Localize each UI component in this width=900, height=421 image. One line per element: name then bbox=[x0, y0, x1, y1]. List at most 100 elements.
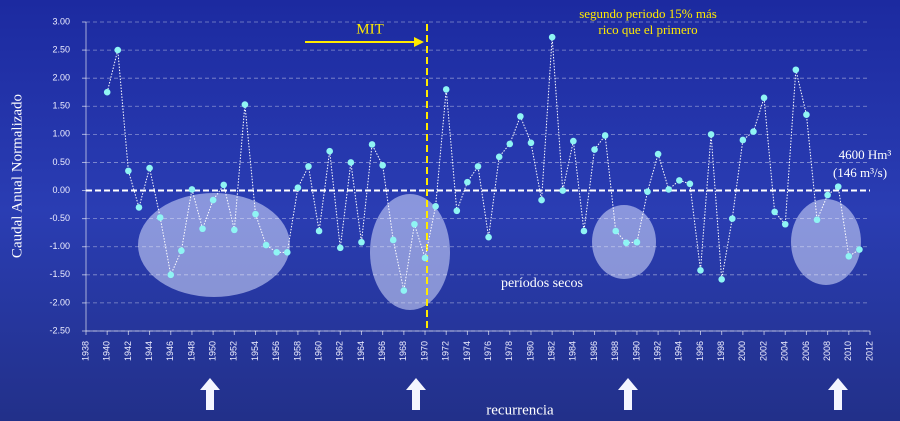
x-tick-label: 1996 bbox=[695, 341, 705, 361]
point bbox=[559, 187, 566, 194]
point bbox=[676, 177, 683, 184]
point bbox=[337, 245, 344, 252]
x-tick-label: 1976 bbox=[483, 341, 493, 361]
point bbox=[581, 228, 588, 235]
y-tick-label: 0.50 bbox=[52, 157, 70, 167]
point bbox=[284, 249, 291, 256]
y-tick-label: 3.00 bbox=[52, 16, 70, 26]
x-tick-label: 1960 bbox=[313, 341, 323, 361]
point bbox=[538, 197, 545, 204]
point bbox=[443, 86, 450, 93]
ellipse bbox=[791, 199, 861, 285]
x-axis-label: recurrencia bbox=[486, 402, 554, 418]
point bbox=[496, 154, 503, 161]
x-tick-label: 1998 bbox=[716, 341, 726, 361]
point bbox=[220, 182, 227, 189]
point bbox=[326, 148, 333, 155]
point bbox=[623, 239, 630, 246]
x-tick-label: 1944 bbox=[144, 341, 154, 361]
point bbox=[665, 186, 672, 193]
y-tick-label: -2.50 bbox=[49, 325, 70, 335]
x-tick-label: 1964 bbox=[356, 341, 366, 361]
x-tick-label: 1980 bbox=[525, 341, 535, 361]
point bbox=[210, 197, 217, 204]
point bbox=[846, 253, 853, 260]
point bbox=[634, 239, 641, 246]
ellipse bbox=[370, 194, 450, 310]
point bbox=[125, 168, 132, 175]
y-tick-label: -0.50 bbox=[49, 213, 70, 223]
point bbox=[157, 214, 164, 221]
point bbox=[146, 165, 153, 172]
point bbox=[718, 276, 725, 283]
y-tick-label: -1.00 bbox=[49, 241, 70, 251]
x-tick-label: 2010 bbox=[843, 341, 853, 361]
annotation: segundo periodo 15% más bbox=[579, 6, 717, 21]
point bbox=[814, 216, 821, 223]
x-tick-label: 2002 bbox=[758, 341, 768, 361]
point bbox=[856, 246, 863, 253]
point bbox=[305, 163, 312, 170]
point bbox=[231, 227, 238, 234]
point bbox=[422, 255, 429, 262]
point bbox=[687, 181, 694, 188]
y-tick-label: -2.00 bbox=[49, 297, 70, 307]
y-tick-label: 0.00 bbox=[52, 185, 70, 195]
point bbox=[740, 137, 747, 144]
point bbox=[591, 146, 598, 153]
x-tick-label: 1950 bbox=[208, 341, 218, 361]
x-tick-label: 2000 bbox=[737, 341, 747, 361]
point bbox=[793, 66, 800, 73]
point bbox=[644, 188, 651, 195]
x-tick-label: 1978 bbox=[504, 341, 514, 361]
point bbox=[114, 47, 121, 54]
x-tick-label: 1956 bbox=[271, 341, 281, 361]
annotation: rico que el primero bbox=[598, 22, 697, 37]
chart: 3.002.502.001.501.000.500.00-0.50-1.00-1… bbox=[0, 0, 900, 421]
point bbox=[167, 272, 174, 279]
x-tick-label: 2008 bbox=[822, 341, 832, 361]
point bbox=[517, 113, 524, 120]
point bbox=[697, 267, 704, 274]
x-tick-label: 1948 bbox=[186, 341, 196, 361]
y-tick-label: 2.50 bbox=[52, 44, 70, 54]
point bbox=[708, 131, 715, 138]
point bbox=[771, 209, 778, 216]
point bbox=[750, 128, 757, 135]
x-tick-label: 1962 bbox=[335, 341, 345, 361]
point bbox=[454, 207, 461, 214]
x-tick-label: 1938 bbox=[80, 341, 90, 361]
x-tick-label: 1988 bbox=[610, 341, 620, 361]
point bbox=[549, 34, 556, 41]
point bbox=[252, 211, 259, 218]
point bbox=[602, 132, 609, 139]
point bbox=[655, 151, 662, 158]
point bbox=[379, 162, 386, 169]
x-tick-label: 1952 bbox=[229, 341, 239, 361]
x-tick-label: 1946 bbox=[165, 341, 175, 361]
y-tick-label: 1.00 bbox=[52, 129, 70, 139]
point bbox=[358, 239, 365, 246]
point bbox=[782, 221, 789, 228]
point bbox=[178, 247, 185, 254]
point bbox=[316, 228, 323, 235]
point bbox=[104, 89, 111, 96]
point bbox=[570, 138, 577, 145]
x-tick-label: 1954 bbox=[250, 341, 260, 361]
x-tick-label: 1994 bbox=[674, 341, 684, 361]
x-tick-label: 1990 bbox=[631, 341, 641, 361]
point bbox=[485, 234, 492, 241]
x-tick-label: 2012 bbox=[864, 341, 874, 361]
point bbox=[803, 111, 810, 118]
point bbox=[401, 287, 408, 294]
point bbox=[263, 242, 270, 249]
x-tick-label: 1992 bbox=[652, 341, 662, 361]
point bbox=[199, 225, 206, 232]
point bbox=[411, 221, 418, 228]
reference-label: (146 m³/s) bbox=[833, 165, 887, 180]
point bbox=[761, 95, 768, 102]
point bbox=[835, 183, 842, 190]
point bbox=[475, 163, 482, 170]
x-tick-label: 1942 bbox=[123, 341, 133, 361]
x-tick-label: 1984 bbox=[568, 341, 578, 361]
